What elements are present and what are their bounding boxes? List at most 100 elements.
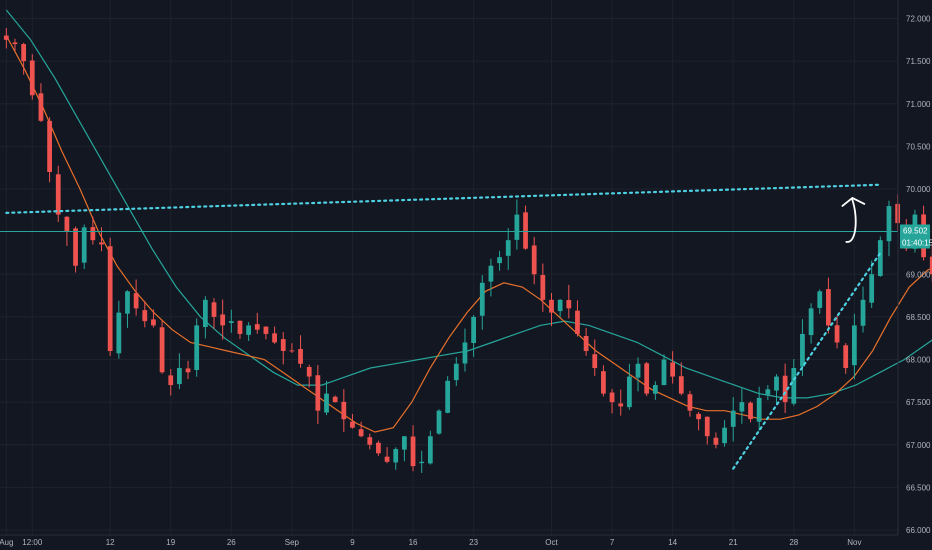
candle-body [289, 350, 295, 352]
candle-body [730, 410, 736, 427]
candle-body [609, 392, 615, 403]
candle-body [592, 354, 598, 369]
candle-body [12, 42, 18, 45]
candle-body [929, 256, 932, 275]
candle-body [739, 402, 745, 412]
candle-body [505, 240, 511, 256]
candle-body [81, 227, 87, 263]
last-price-label: 69.502 [903, 226, 928, 235]
countdown-badge [900, 236, 930, 249]
candle-body [540, 275, 546, 300]
candle-body [177, 368, 182, 385]
time-tick-label: 12:00 [22, 538, 43, 547]
candle-body [419, 461, 425, 464]
time-tick-label: 23 [469, 538, 478, 547]
candle-body [800, 333, 805, 367]
time-tick-label: 16 [409, 538, 418, 547]
candle-body [73, 228, 78, 266]
candle-body [332, 396, 338, 403]
candle-body [410, 436, 416, 467]
candle-body [774, 376, 779, 391]
ema-line [5, 35, 932, 433]
candle-body [765, 389, 771, 395]
candle-body [159, 327, 165, 373]
candle-body [315, 375, 321, 411]
candle-body [791, 368, 797, 404]
time-tick-label: 26 [227, 538, 236, 547]
candle-body [851, 325, 857, 366]
candle-body [445, 380, 451, 413]
candle-body [55, 174, 61, 215]
candle-body [704, 416, 710, 437]
candle-body [185, 368, 191, 373]
candle-body [877, 240, 883, 276]
candle-body [358, 429, 364, 437]
price-tick-label: 66.000 [906, 526, 931, 535]
candle-body [116, 312, 122, 354]
annotations [841, 197, 866, 243]
price-tick-label: 67.500 [906, 398, 931, 407]
time-tick-label: 14 [668, 538, 677, 547]
rising-support-trendline [732, 251, 882, 470]
candle-body [21, 44, 27, 62]
price-axis[interactable]: 72.00071.50071.00070.50070.00069.50069.0… [906, 15, 931, 535]
last-price-badge [900, 224, 930, 237]
price-tick-label: 69.000 [906, 270, 931, 279]
trendlines [0, 183, 898, 470]
candle-body [644, 363, 650, 394]
price-tick-label: 66.500 [906, 483, 931, 492]
upper-resistance-trendline [5, 183, 882, 214]
candle-body [583, 335, 589, 351]
candle-body [228, 321, 234, 323]
price-tick-label: 70.000 [906, 185, 931, 194]
candle-body [756, 397, 762, 422]
time-axis[interactable]: Aug 12:00 12 19 26 Sep 9 16 23 Oct 7 14 21 28 Nov [0, 538, 861, 547]
candle-body [635, 363, 641, 378]
candle-body [782, 375, 788, 403]
candle-body [843, 345, 849, 369]
time-tick-label: Oct [545, 538, 558, 547]
candle-body [531, 245, 537, 275]
price-tick-label: 72.000 [906, 15, 931, 24]
candle-body [324, 393, 329, 413]
candle-body [826, 289, 831, 326]
countdown-label: 01:40:15 [902, 238, 932, 247]
candle-body [523, 212, 528, 249]
candle-body [748, 402, 753, 420]
candle-body [462, 342, 468, 364]
candle-body [722, 427, 727, 444]
time-tick-label: 7 [610, 538, 615, 547]
candles [3, 28, 932, 473]
candle-body [652, 385, 658, 394]
candle-body [402, 436, 407, 450]
candle-body [246, 325, 252, 335]
candle-body [350, 421, 355, 428]
candle-body [687, 394, 693, 411]
candle-body [384, 456, 390, 462]
candle-body [254, 324, 260, 330]
candle-body [618, 403, 624, 407]
candle-body [194, 325, 200, 370]
candle-body [557, 299, 563, 312]
candle-body [808, 308, 814, 336]
candle-body [99, 242, 104, 245]
candle-body [29, 60, 35, 96]
time-tick-label: Sep [285, 538, 300, 547]
price-tick-label: 67.000 [906, 441, 931, 450]
candle-body [220, 314, 226, 326]
last-price-tag: 69.502 01:40:15 [900, 224, 932, 249]
candle-body [834, 325, 840, 343]
candle-body [427, 436, 433, 464]
candle-body [376, 442, 381, 454]
candle-body [601, 371, 606, 394]
candle-body [678, 376, 684, 394]
price-tick-label: 71.500 [906, 57, 931, 66]
candle-body [3, 35, 9, 40]
candle-body [47, 120, 52, 172]
candle-body [272, 333, 277, 343]
candle-body [306, 367, 312, 377]
candle-body [479, 282, 485, 316]
